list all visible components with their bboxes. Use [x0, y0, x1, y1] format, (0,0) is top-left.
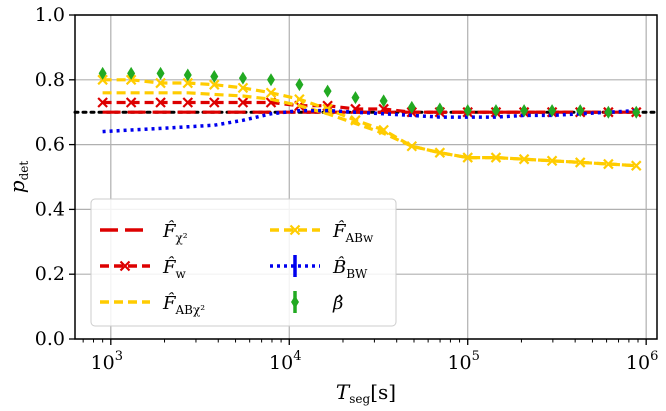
point-F_ABw — [294, 93, 305, 105]
point-beta — [183, 68, 192, 82]
axis-labels: Tseg[s] pdet — [5, 161, 396, 406]
point-F_w — [182, 97, 194, 108]
point-F_ABw — [378, 124, 389, 136]
y-tick-label: 0.2 — [35, 263, 65, 285]
point-beta — [379, 94, 388, 108]
point-F_w — [125, 97, 137, 108]
y-tick-label: 0.0 — [35, 328, 65, 350]
y-tick-label: 0.8 — [35, 69, 65, 91]
plot-frame — [74, 14, 658, 340]
point-beta — [632, 105, 641, 119]
x-axis-label: Tseg[s] — [336, 380, 396, 406]
series-line-B_BW — [102, 108, 637, 134]
point-F_ABw — [630, 160, 642, 171]
point-F_ABw — [434, 147, 446, 158]
point-F_w — [208, 97, 220, 108]
legend-label-F_w: F̂w — [162, 256, 187, 281]
point-F_ABw — [208, 79, 220, 90]
legend-label-F_AB_chi2: F̂ABχ² — [162, 292, 205, 317]
point-F_w — [155, 97, 166, 108]
y-tick-label: 0.4 — [35, 198, 65, 220]
point-beta — [520, 104, 529, 118]
point-F_ABw — [350, 115, 361, 126]
point-F_ABw — [603, 158, 614, 170]
point-F_ABw — [462, 152, 473, 163]
x-tick-label: 105 — [447, 349, 479, 374]
point-beta — [295, 78, 304, 92]
point-F_ABw — [546, 155, 558, 167]
y-tick-label: 1.0 — [35, 4, 65, 26]
x-tick-label: 104 — [269, 349, 301, 374]
legend-box — [90, 198, 397, 327]
point-F_ABw — [265, 87, 277, 99]
point-beta — [266, 73, 275, 87]
legend-marker — [119, 260, 131, 272]
legend-marker — [289, 224, 301, 236]
point-F_ABw — [182, 77, 194, 89]
point-beta — [463, 104, 472, 118]
point-beta — [210, 70, 219, 84]
point-F_w — [97, 97, 108, 108]
series-line-F_ABw — [102, 78, 637, 168]
legend-label-F_ABw: F̂ABw — [332, 220, 374, 245]
point-beta — [156, 66, 165, 80]
ticks: 103 104 105 106 0.0 0.2 0.4 0.6 0.8 1.0 — [35, 4, 659, 374]
point-F_ABw — [406, 140, 418, 152]
legend-entry-F_chi2: F̂χ² — [100, 220, 188, 245]
point-beta — [435, 102, 444, 116]
point-beta — [407, 100, 416, 114]
legend-marker — [291, 295, 299, 309]
series-line-F_w — [102, 100, 637, 114]
point-F_ABw — [518, 153, 530, 165]
point-beta — [323, 84, 332, 98]
legend: F̂χ² F̂w F̂ABχ² F̂ABw B̂BW β̂ — [90, 198, 397, 327]
legend-entry-beta: β̂ — [291, 291, 343, 314]
legend-entry-F_AB_chi2: F̂ABχ² — [100, 292, 205, 317]
y-axis-label: pdet — [5, 161, 31, 194]
x-tick-label: 106 — [626, 349, 658, 374]
series-line-F_AB_chi2 — [102, 91, 637, 168]
point-F_ABw — [490, 152, 502, 163]
legend-entry-F_w: F̂w — [100, 256, 187, 281]
point-beta — [548, 104, 557, 118]
x-tick-label: 103 — [91, 349, 123, 374]
legend-label-F_chi2: F̂χ² — [162, 220, 188, 245]
legend-label-B_BW: B̂BW — [332, 256, 368, 281]
point-F_ABw — [237, 82, 249, 94]
point-beta — [98, 66, 107, 80]
point-beta — [351, 91, 360, 105]
y-tick-label: 0.6 — [35, 134, 65, 156]
point-beta — [604, 105, 613, 119]
point-beta — [576, 104, 585, 118]
point-F_ABw — [574, 157, 586, 168]
legend-entry-F_ABw: F̂ABw — [270, 220, 374, 245]
legend-label-beta: β̂ — [332, 293, 343, 314]
point-F_w — [378, 103, 389, 115]
point-F_w — [350, 103, 361, 115]
point-F_w — [237, 97, 249, 108]
series-group — [97, 66, 642, 171]
point-beta — [127, 66, 136, 80]
point-beta — [491, 104, 500, 118]
legend-entry-B_BW: B̂BW — [270, 255, 368, 281]
point-beta — [238, 71, 247, 85]
point-F_ABw — [155, 77, 166, 89]
